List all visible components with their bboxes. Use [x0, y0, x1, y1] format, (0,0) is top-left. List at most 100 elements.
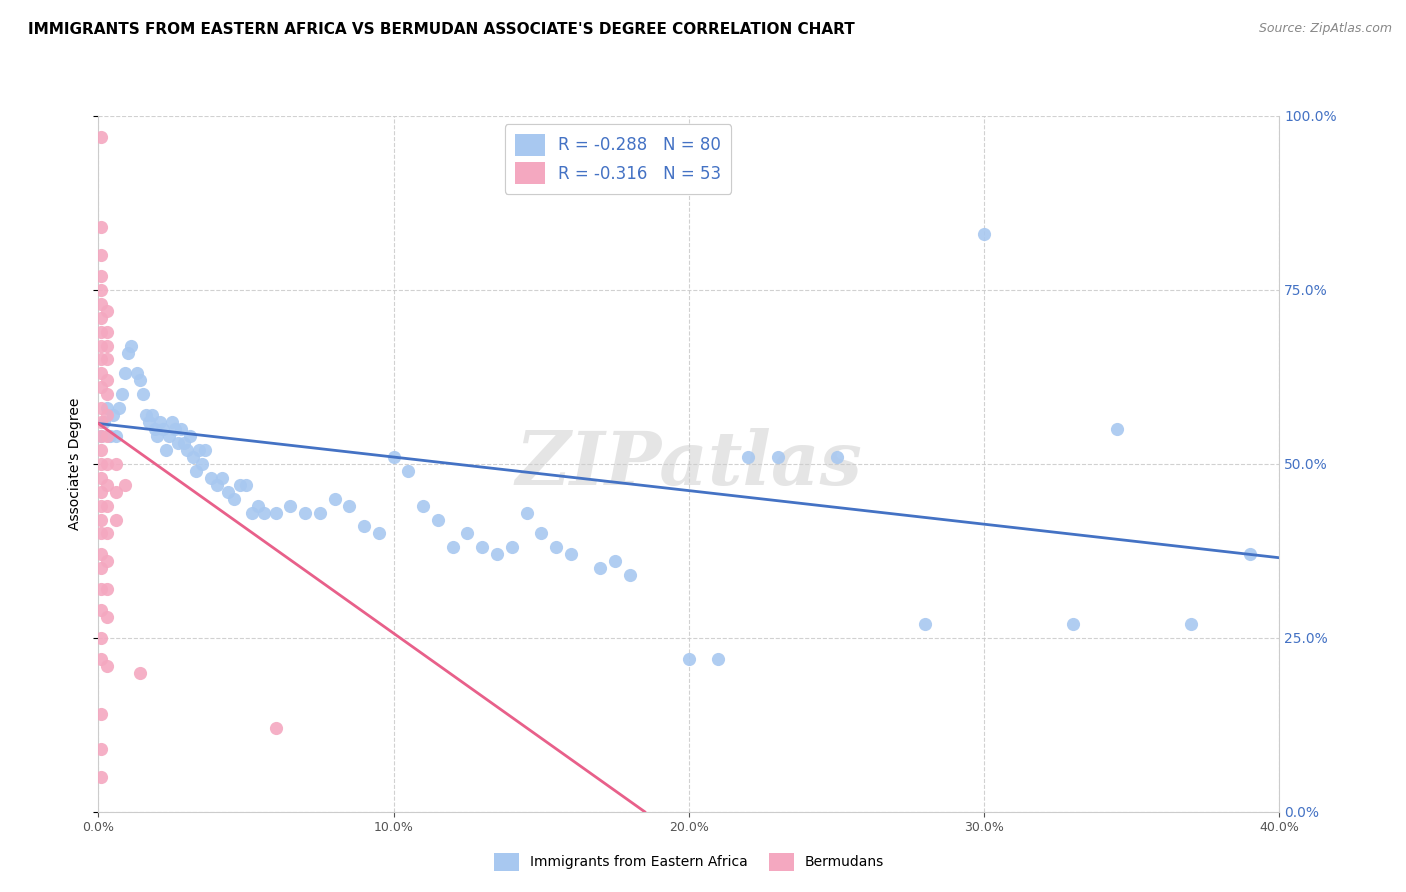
Point — [217, 484, 239, 499]
Point — [278, 499, 302, 513]
Point — [90, 429, 112, 443]
Point — [105, 484, 128, 499]
Point — [90, 512, 112, 526]
Point — [973, 227, 995, 242]
Point — [253, 506, 276, 520]
Point — [339, 499, 360, 513]
Point — [105, 457, 128, 471]
Point — [96, 477, 118, 491]
Point — [146, 429, 169, 443]
Point — [191, 457, 214, 471]
Point — [90, 442, 112, 457]
Point — [157, 429, 180, 443]
Point — [152, 422, 174, 436]
Point — [90, 471, 112, 485]
Point — [176, 442, 198, 457]
Point — [143, 422, 166, 436]
Point — [162, 415, 183, 429]
Point — [560, 547, 582, 561]
Point — [90, 484, 112, 499]
Point — [240, 506, 263, 520]
Point — [1105, 422, 1128, 436]
Point — [90, 631, 112, 645]
Point — [1239, 547, 1261, 561]
Point — [619, 568, 641, 582]
Point — [120, 338, 142, 352]
Point — [96, 610, 118, 624]
Point — [187, 442, 209, 457]
Text: ZIPatlas: ZIPatlas — [516, 427, 862, 500]
Point — [96, 554, 118, 568]
Point — [128, 665, 150, 680]
Point — [427, 512, 450, 526]
Point — [90, 283, 112, 297]
Point — [167, 436, 190, 450]
Point — [165, 422, 187, 436]
Point — [90, 707, 112, 722]
Point — [264, 721, 287, 735]
Point — [96, 526, 118, 541]
Point — [90, 220, 112, 235]
Point — [1062, 616, 1084, 631]
Point — [211, 471, 233, 485]
Point — [229, 477, 252, 491]
Point — [105, 512, 128, 526]
Point — [181, 450, 204, 464]
Point — [96, 352, 118, 367]
Point — [294, 506, 316, 520]
Point — [224, 491, 246, 506]
Point — [456, 526, 478, 541]
Point — [235, 477, 257, 491]
Point — [114, 477, 136, 491]
Point — [501, 541, 523, 555]
Point — [412, 499, 434, 513]
Point — [90, 367, 112, 381]
Point — [396, 464, 419, 478]
Point — [90, 457, 112, 471]
Point — [96, 582, 118, 596]
Text: IMMIGRANTS FROM EASTERN AFRICA VS BERMUDAN ASSOCIATE'S DEGREE CORRELATION CHART: IMMIGRANTS FROM EASTERN AFRICA VS BERMUD… — [28, 22, 855, 37]
Point — [90, 268, 112, 283]
Point — [368, 526, 391, 541]
Point — [96, 325, 118, 339]
Point — [96, 338, 118, 352]
Point — [471, 541, 494, 555]
Point — [173, 436, 195, 450]
Point — [90, 297, 112, 311]
Point — [678, 651, 700, 665]
Point — [90, 651, 112, 665]
Point — [200, 471, 222, 485]
Point — [90, 742, 112, 756]
Point — [1180, 616, 1202, 631]
Point — [205, 477, 228, 491]
Point — [825, 450, 848, 464]
Text: Source: ZipAtlas.com: Source: ZipAtlas.com — [1258, 22, 1392, 36]
Point — [309, 506, 332, 520]
Point — [90, 547, 112, 561]
Point — [96, 387, 118, 401]
Point — [90, 499, 112, 513]
Point — [737, 450, 759, 464]
Point — [117, 345, 139, 359]
Point — [264, 506, 287, 520]
Legend: R = -0.288   N = 80, R = -0.316   N = 53: R = -0.288 N = 80, R = -0.316 N = 53 — [505, 124, 731, 194]
Point — [93, 415, 115, 429]
Point — [179, 429, 201, 443]
Point — [90, 770, 112, 784]
Point — [96, 499, 118, 513]
Point — [105, 429, 128, 443]
Point — [90, 338, 112, 352]
Point — [96, 429, 118, 443]
Point — [194, 442, 217, 457]
Point — [90, 325, 112, 339]
Point — [103, 408, 125, 422]
Point — [98, 429, 121, 443]
Point — [128, 373, 150, 387]
Point — [90, 352, 112, 367]
Point — [90, 401, 112, 416]
Point — [90, 582, 112, 596]
Point — [605, 554, 627, 568]
Point — [90, 310, 112, 325]
Point — [246, 499, 269, 513]
Point — [90, 526, 112, 541]
